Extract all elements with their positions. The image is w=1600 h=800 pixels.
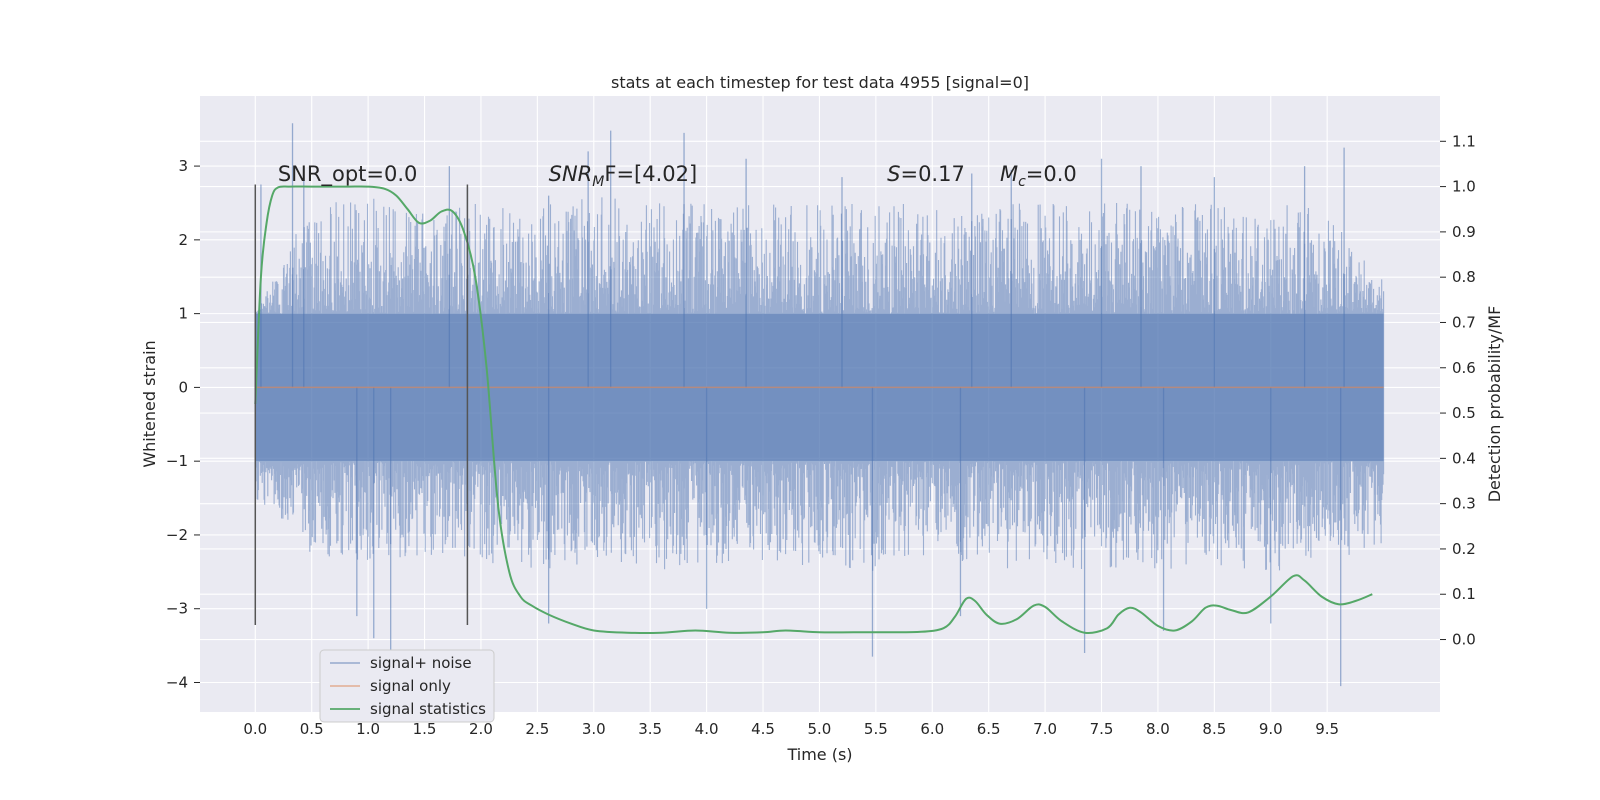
y2-tick-label: 0.7 [1452,313,1476,331]
y-axis-label: Whitened strain [140,340,159,467]
x-tick-label: 0.5 [300,720,324,738]
y-tick-label: −1 [166,452,188,470]
y2-tick-label: 0.5 [1452,404,1476,422]
x-tick-label: 1.5 [413,720,437,738]
y-tick-label: 1 [178,305,188,323]
x-tick-label: 9.5 [1315,720,1339,738]
legend: signal+ noise signal only signal statist… [319,649,495,723]
y2-tick-label: 0.4 [1452,449,1476,467]
x-tick-label: 8.5 [1202,720,1226,738]
x-tick-label: 0.0 [243,720,267,738]
annotation-snr-opt: SNR_opt=0.0 [278,162,418,187]
x-axis-label: Time (s) [786,745,852,764]
legend-label-noise: signal+ noise [370,654,472,672]
y-tick-label: 3 [178,157,188,175]
y-tick-label: −2 [166,526,188,544]
x-tick-label: 1.0 [356,720,380,738]
signal-statistics-line [254,185,1373,634]
legend-label-signal: signal only [370,677,451,695]
y2-axis-label: Detection probability/MF [1485,306,1504,503]
x-tick-label: 5.0 [808,720,832,738]
annotations: SNR_opt=0.0 SNRMF=[4.02] S=0.17 Mc=0.0 [278,162,1077,190]
line-series [254,185,1384,634]
legend-label-stats: signal statistics [370,700,486,718]
y2-tick-label: 1.1 [1452,132,1476,150]
x-tick-label: 4.0 [695,720,719,738]
x-ticks: 0.0 0.5 1.0 1.5 2.0 2.5 3.0 3.5 4.0 4.5 5.0 5.5 6.0 6… [243,720,1339,738]
y2-tick-label: 0.6 [1452,359,1476,377]
y-tick-label: 2 [178,231,188,249]
x-tick-label: 4.5 [751,720,775,738]
y-tick-label: −4 [166,673,188,691]
x-tick-label: 5.5 [864,720,888,738]
x-tick-label: 3.5 [638,720,662,738]
legend-box [319,649,495,723]
x-tick-label: 9.0 [1259,720,1283,738]
y2-tick-label: 0.3 [1452,495,1476,513]
x-tick-label: 3.0 [582,720,606,738]
annotation-s-val: S=0.17 [887,162,965,186]
y2-tick-label: 0.0 [1452,631,1476,649]
x-tick-label: 2.0 [469,720,493,738]
y2-ticks: 1.1 1.0 0.9 0.8 0.7 0.6 0.5 0.4 0.3 0.2 0.1 0.0 [1440,132,1476,649]
x-tick-label: 7.5 [1090,720,1114,738]
y-ticks: 3 2 1 0 −1 −2 −3 −4 [166,157,200,691]
x-tick-label: 8.0 [1146,720,1170,738]
x-tick-label: 7.0 [1033,720,1057,738]
annotation-snr-mf: SNRMF=[4.02] [549,162,698,190]
y2-tick-label: 1.0 [1452,178,1476,196]
y-tick-label: 0 [178,378,188,396]
y-tick-label: −3 [166,600,188,618]
y2-tick-label: 0.9 [1452,223,1476,241]
x-tick-label: 2.5 [525,720,549,738]
y2-tick-label: 0.8 [1452,268,1476,286]
annotation-mc-val: Mc=0.0 [1000,162,1077,190]
chart-title: stats at each timestep for test data 495… [611,73,1029,92]
y2-tick-label: 0.1 [1452,585,1476,603]
x-tick-label: 6.0 [920,720,944,738]
vertical-markers [254,184,469,625]
y2-tick-label: 0.2 [1452,540,1476,558]
x-tick-label: 6.5 [977,720,1001,738]
